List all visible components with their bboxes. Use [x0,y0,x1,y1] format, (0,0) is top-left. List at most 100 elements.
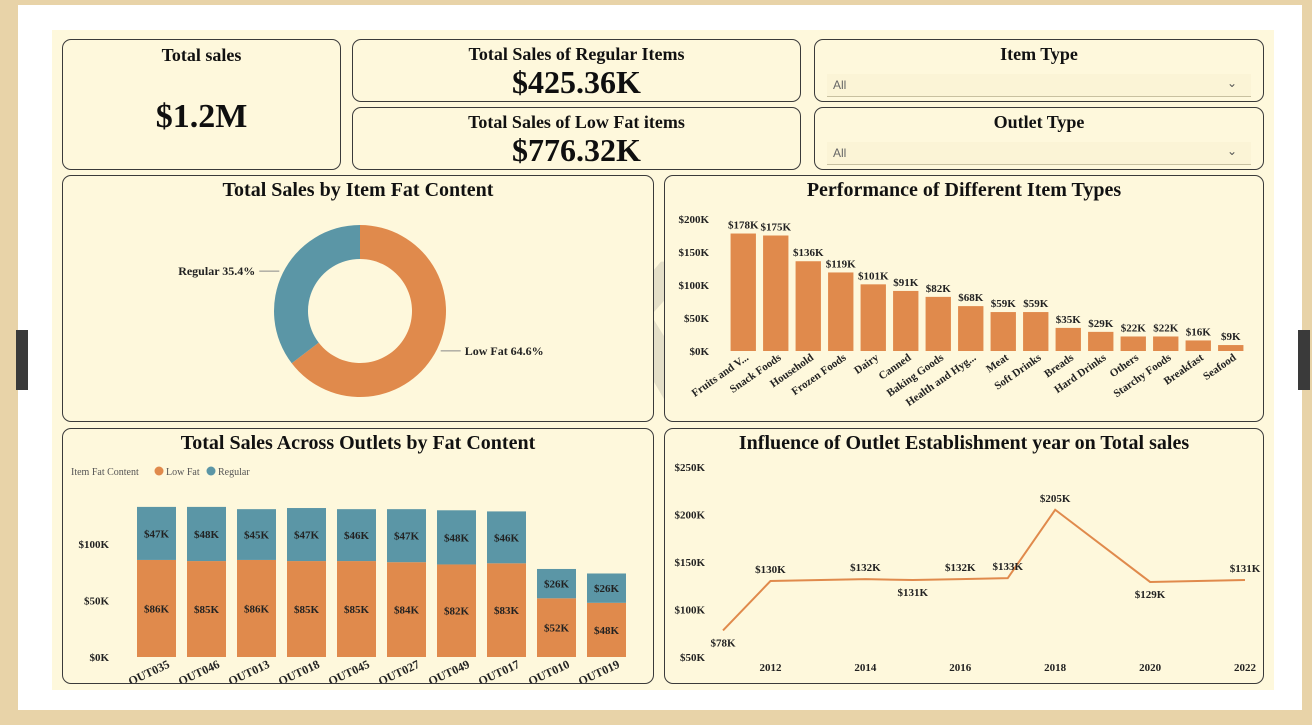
establishment-line-chart: $50K $100K $150K $200K $250K 2012 2014 2016 2018… [674,462,1261,674]
stacked-bar-segment-low-fat [137,559,176,657]
stacked-bar-segment-regular [437,510,476,565]
stacked-bar-segment-low-fat [537,598,576,657]
outlet-type-selected-value: All [833,146,847,160]
segment-data-label: $48K [594,625,620,637]
stacked-bar-segment-low-fat [337,561,376,657]
x-category-label: OUT049 [426,657,472,683]
regular-sales-value: $425.36K [512,64,641,100]
item-type-bar [730,233,756,351]
segment-data-label: $48K [444,532,470,544]
x-tick-label: 2020 [1139,662,1162,674]
item-type-bar [795,261,821,351]
y-tick-label: $150K [678,247,709,259]
dashboard-canvas: blinkit Inc Total sales $1.2M Total Sale… [52,30,1274,690]
bar-data-label: $178K [728,220,759,232]
outlet-type-slicer: Outlet Type All ⌄ [814,107,1264,170]
item-type-selected-value: All [833,78,847,92]
stacked-bar-segment-low-fat [437,564,476,657]
segment-data-label: $85K [194,604,220,616]
segment-data-label: $48K [194,529,220,541]
legend-title: Item Fat Content [71,467,139,478]
segment-data-label: $45K [244,530,270,542]
bar-data-label: $101K [858,270,889,282]
item-type-bar [828,272,854,351]
item-type-dropdown[interactable]: All ⌄ [827,74,1251,97]
line-point-label: $205K [1040,493,1071,505]
x-category-label: OUT045 [326,657,372,683]
y-tick-label: $100K [678,280,709,292]
x-tick-label: 2014 [854,662,877,674]
outlet-chart-title: Total Sales Across Outlets by Fat Conten… [180,432,536,454]
legend-marker [154,466,164,476]
legend-entry: Regular [218,467,250,478]
segment-data-label: $26K [544,579,570,591]
item-type-slicer-label: Item Type [1000,44,1078,64]
chevron-down-icon[interactable]: ⌄ [1226,144,1237,158]
item-type-bar [1120,336,1146,351]
segment-data-label: $85K [344,604,370,616]
bar-data-label: $68K [958,292,984,304]
establishment-line-card: Influence of Outlet Establishment year o… [664,428,1264,684]
donut-slice-label: Regular 35.4% [178,264,255,278]
item-type-slicer: Item Type All ⌄ [814,39,1264,102]
outlet-type-dropdown[interactable]: All ⌄ [827,142,1251,165]
bar-data-label: $29K [1088,318,1114,330]
bar-data-label: $175K [760,222,791,234]
lowfat-sales-value: $776.32K [512,132,641,168]
item-type-bar [925,296,951,351]
total-sales-label: Total sales [161,45,242,65]
bar-data-label: $59K [991,298,1017,310]
regular-sales-label: Total Sales of Regular Items [468,44,685,64]
bar-data-label: $119K [826,258,856,270]
sales-line [722,508,1246,632]
item-type-bar [1088,331,1114,351]
item-type-bar [893,290,919,351]
x-category-label: OUT046 [176,657,222,683]
line-point-label: $133K [992,561,1023,573]
outlet-stacked-bar-chart: Item Fat Content Low Fat Regular $0K $50K $10… [71,466,626,683]
x-tick-label: 2016 [949,662,972,674]
item-type-chart-title: Performance of Different Item Types [806,179,1122,201]
legend-marker [206,466,216,476]
segment-data-label: $52K [544,623,570,635]
item-type-bar [958,306,984,351]
y-tick-label: $200K [678,214,709,226]
segment-data-label: $85K [294,604,320,616]
x-category-label: OUT010 [526,657,572,683]
x-category-label: Seafood [1201,352,1238,383]
x-category-label: OUT018 [276,657,322,683]
stacked-bar-segment-regular [587,573,626,603]
lowfat-sales-label: Total Sales of Low Fat items [468,112,685,132]
item-type-bar [1218,345,1244,351]
outlet-type-slicer-label: Outlet Type [993,112,1085,132]
segment-data-label: $83K [494,605,520,617]
bar-data-label: $35K [1056,314,1082,326]
stacked-bar-segment-low-fat [387,562,426,657]
donut-slice-low-fat [291,225,446,397]
stacked-bar-segment-regular [287,508,326,562]
item-type-bar [1055,327,1081,351]
y-tick-label: $0K [689,346,709,358]
outlet-stacked-bar-card: Total Sales Across Outlets by Fat Conten… [62,428,654,684]
line-point-label: $78K [710,637,736,649]
item-type-bar [860,284,886,351]
line-point-label: $131K [1230,563,1261,575]
y-tick-label: $0K [89,652,109,664]
regular-sales-card: Total Sales of Regular Items $425.36K [352,39,801,102]
line-point-label: $132K [850,562,881,574]
y-tick-label: $50K [680,652,706,664]
chevron-down-icon[interactable]: ⌄ [1226,76,1237,90]
stacked-bar-segment-regular [237,509,276,560]
segment-data-label: $84K [394,605,420,617]
line-chart-title: Influence of Outlet Establishment year o… [738,432,1190,454]
stacked-bar-segment-regular [387,509,426,563]
x-category-label: OUT027 [376,657,422,683]
stacked-bar-segment-low-fat [287,561,326,657]
stacked-bar-segment-low-fat [187,561,226,657]
donut-chart: Low Fat 64.6% Regular 35.4% [178,225,544,397]
right-side-tab [1298,330,1310,390]
line-point-label: $131K [898,587,929,599]
segment-data-label: $86K [144,603,170,615]
left-side-tab [16,330,28,390]
